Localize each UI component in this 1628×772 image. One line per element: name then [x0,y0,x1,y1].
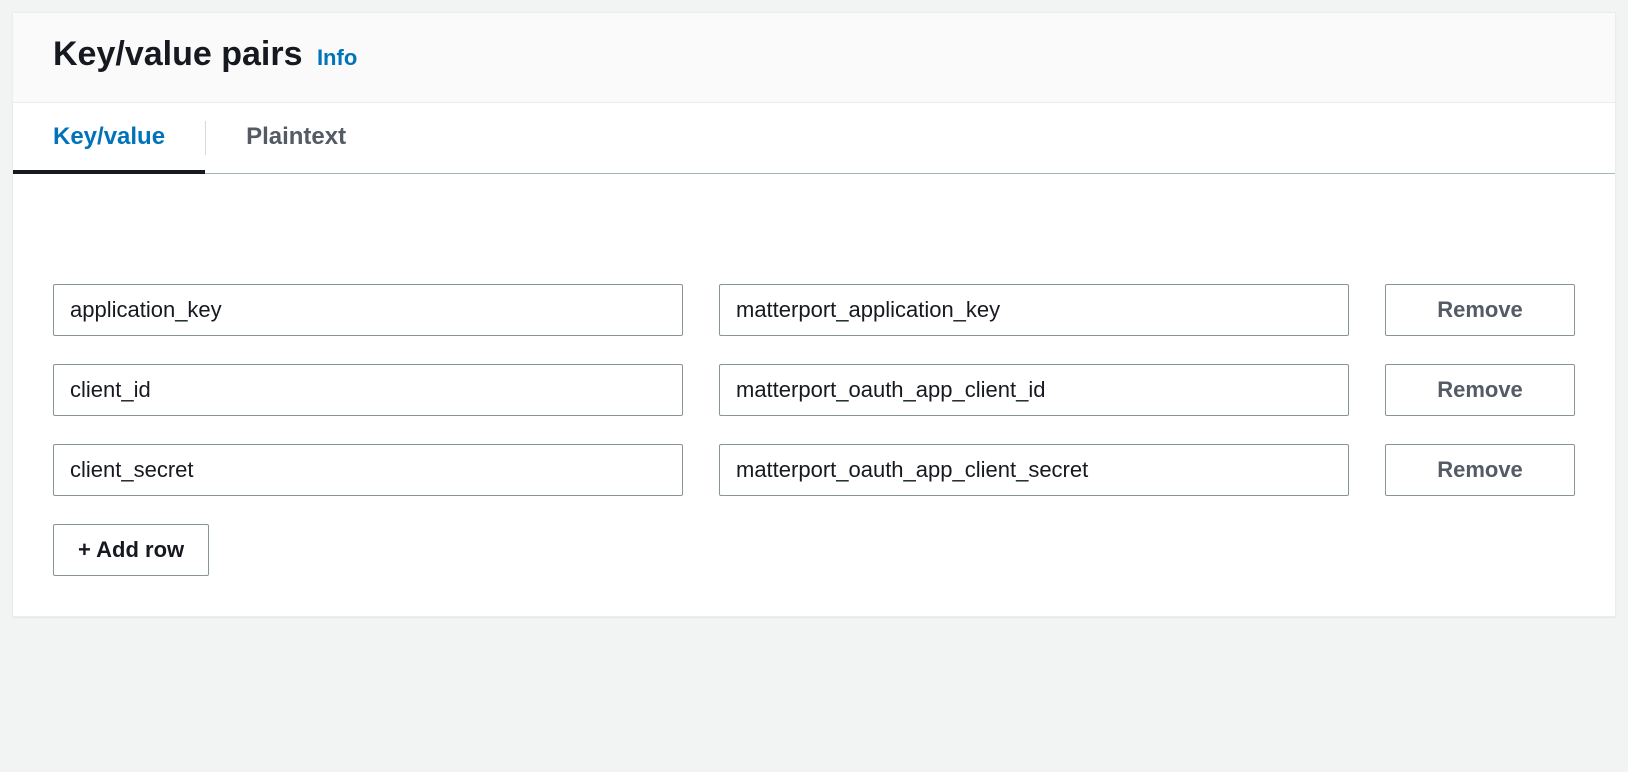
value-input[interactable] [719,364,1349,416]
info-link[interactable]: Info [317,45,357,70]
kv-row: Remove [53,444,1575,496]
add-row-button[interactable]: + Add row [53,524,209,576]
panel-body: Remove Remove Remove + Add row [13,174,1615,616]
tab-plaintext[interactable]: Plaintext [206,103,386,173]
remove-button[interactable]: Remove [1385,284,1575,336]
tab-key-value[interactable]: Key/value [13,103,205,173]
kv-row: Remove [53,364,1575,416]
key-input[interactable] [53,444,683,496]
value-input[interactable] [719,444,1349,496]
key-value-panel: Key/value pairs Info Key/value Plaintext… [12,12,1616,617]
kv-row: Remove [53,284,1575,336]
key-input[interactable] [53,284,683,336]
tab-bar: Key/value Plaintext [13,103,1615,174]
key-input[interactable] [53,364,683,416]
panel-title: Key/value pairs [53,35,302,73]
remove-button[interactable]: Remove [1385,364,1575,416]
panel-header: Key/value pairs Info [13,13,1615,103]
value-input[interactable] [719,284,1349,336]
remove-button[interactable]: Remove [1385,444,1575,496]
